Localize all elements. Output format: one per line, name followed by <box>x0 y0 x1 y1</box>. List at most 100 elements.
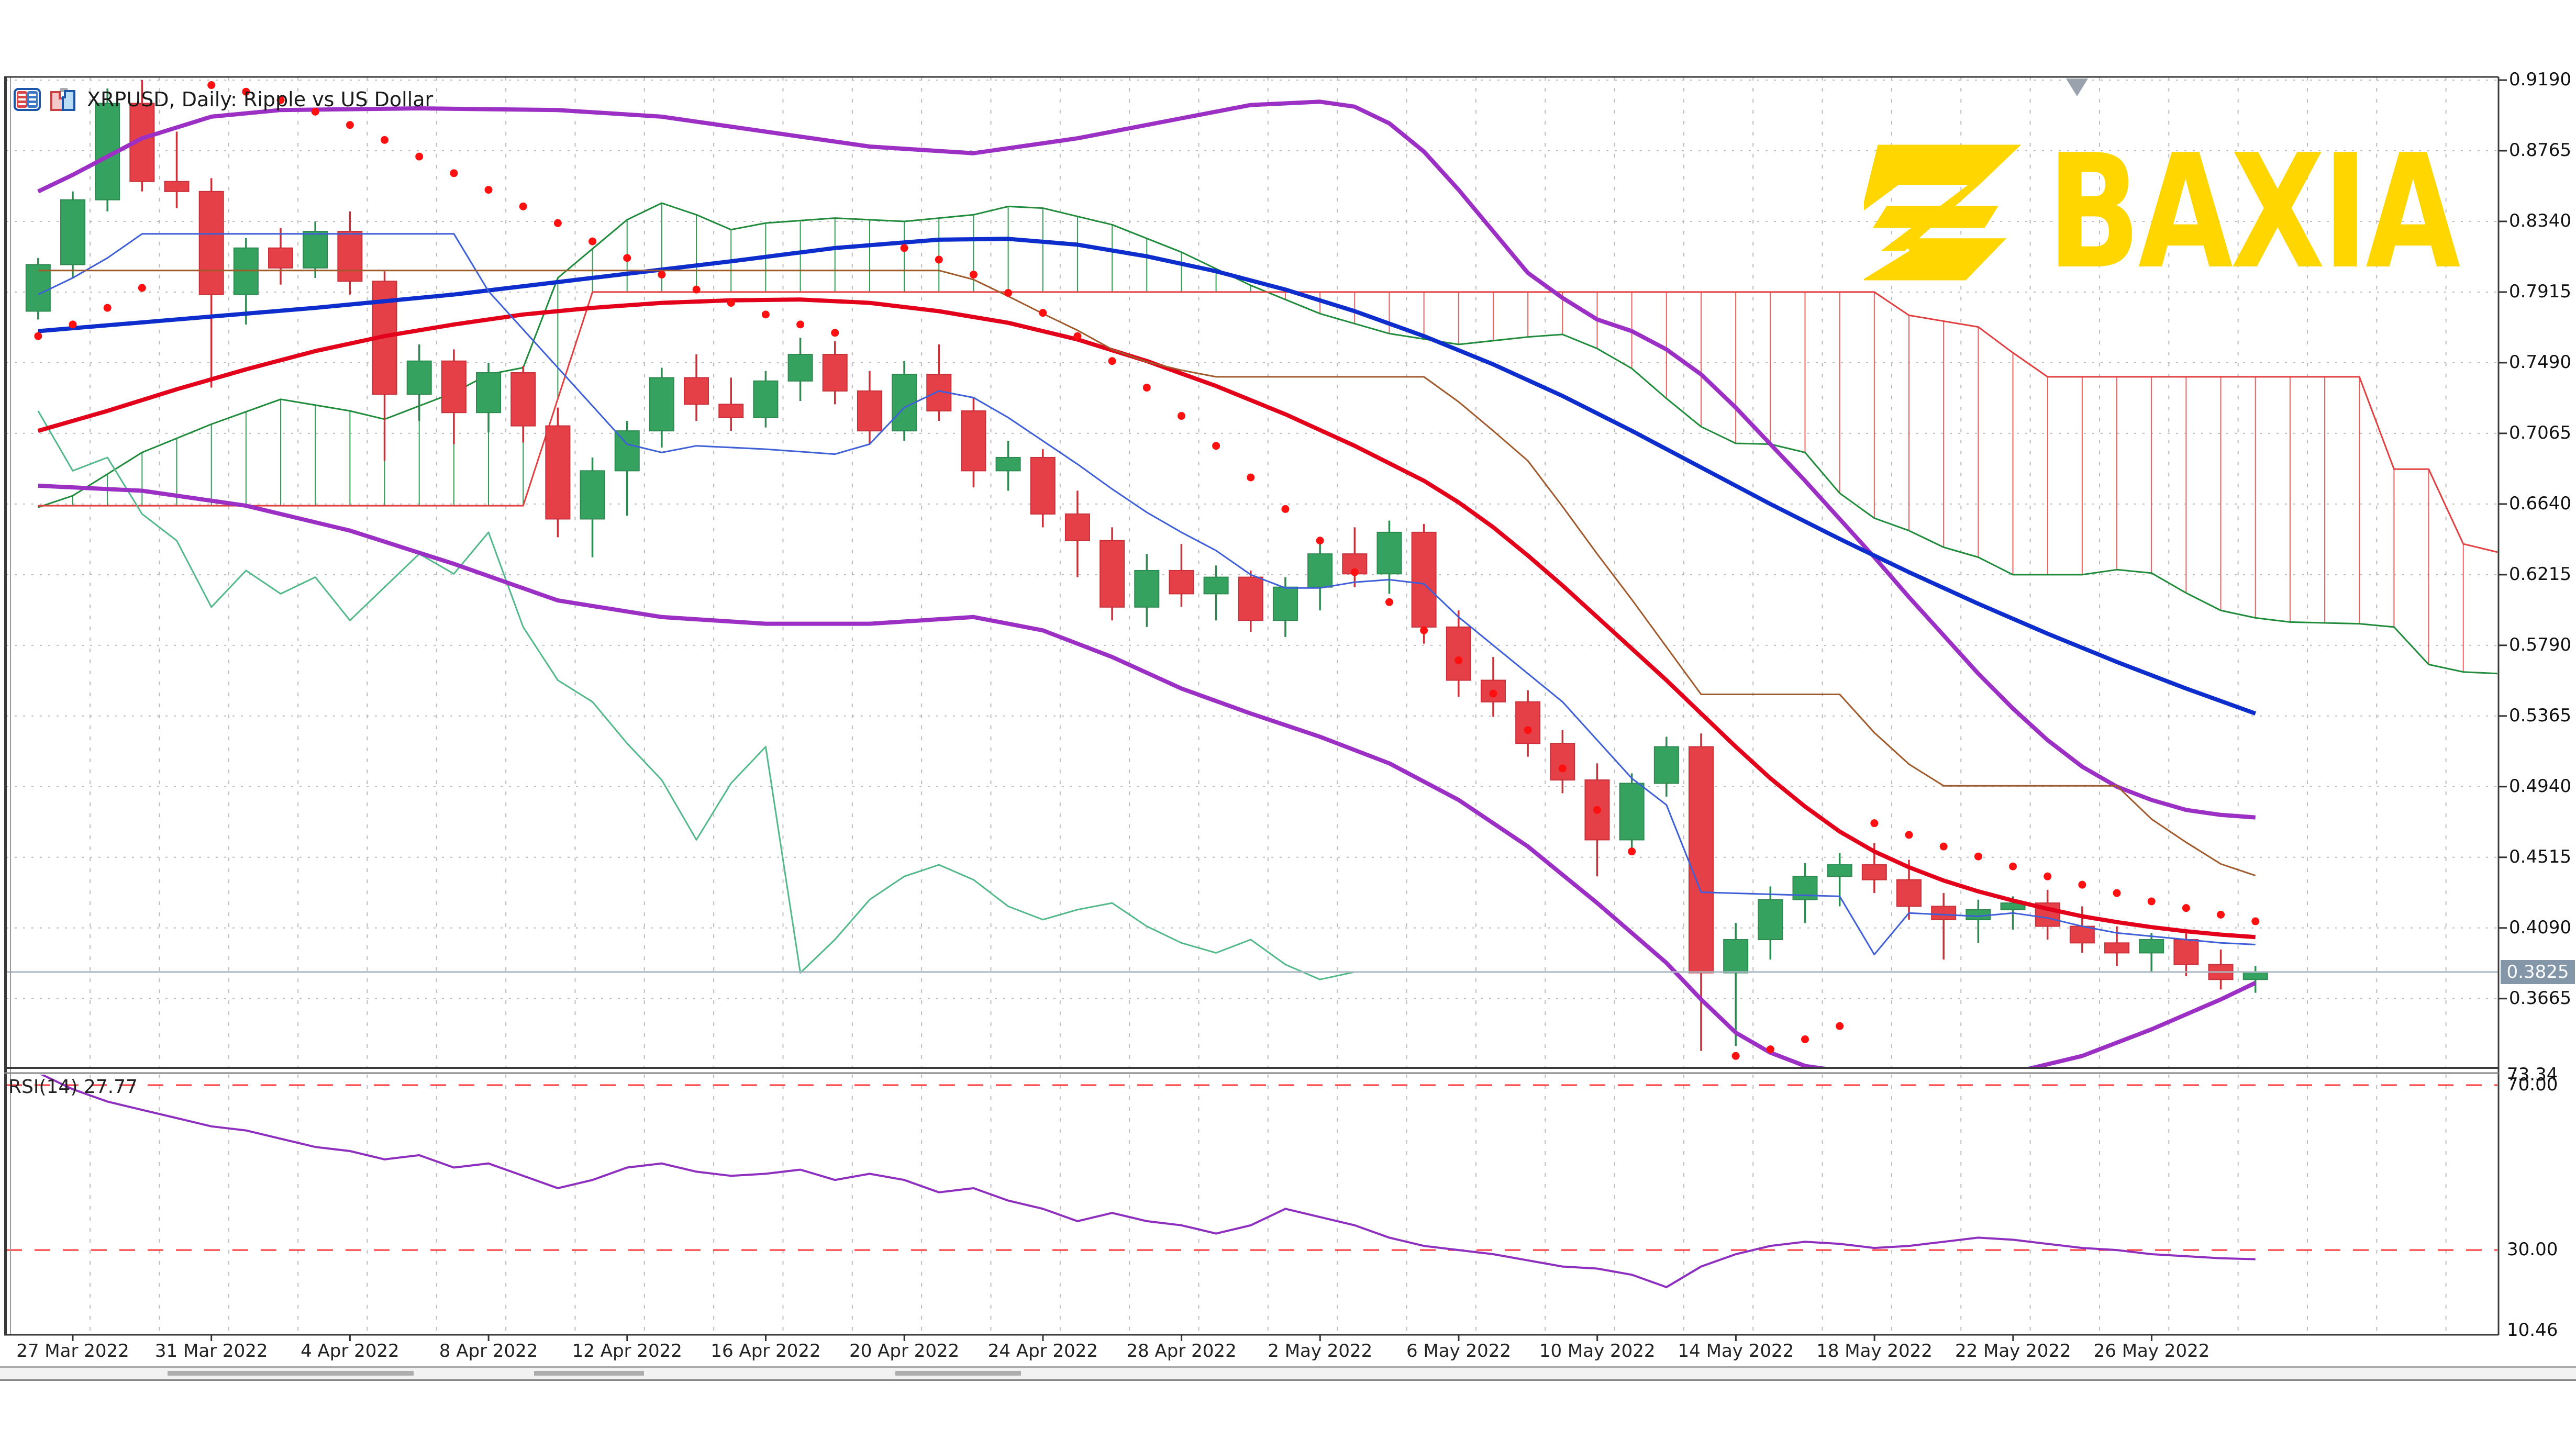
candle-body <box>2173 939 2199 965</box>
sar-dot <box>1073 332 1082 340</box>
sar-dot <box>1489 689 1497 698</box>
candle-body <box>1134 570 1160 608</box>
sar-dot <box>276 96 285 104</box>
depth-of-market-icon[interactable] <box>14 87 41 112</box>
sar-dot <box>553 219 562 227</box>
sar-dot <box>1905 831 1913 839</box>
sar-dot <box>589 237 597 245</box>
sar-dot <box>1281 505 1290 513</box>
candle-body <box>718 404 744 418</box>
candle-body <box>545 425 571 520</box>
sar-dot <box>346 121 354 129</box>
symbol-title: XRPUSD, Daily: Ripple vs US Dollar <box>87 88 434 111</box>
sar-dot <box>2182 904 2190 912</box>
price-axis-label: 0.7065 <box>2509 422 2571 443</box>
candle-body <box>1203 576 1229 595</box>
candle-body <box>961 410 986 472</box>
rsi-indicator-label: RSI(14) 27.77 <box>8 1076 138 1098</box>
chart-pages-icon[interactable] <box>49 87 79 112</box>
sar-dot <box>2009 862 2017 870</box>
date-axis-label: 20 Apr 2022 <box>849 1341 960 1361</box>
candle-body <box>892 374 917 432</box>
sar-dot <box>1593 806 1601 814</box>
rsi-axis-label: 30.00 <box>2507 1239 2558 1260</box>
sar-dot <box>1454 656 1463 664</box>
candle-body <box>406 360 432 395</box>
date-axis-label: 26 May 2022 <box>2093 1341 2210 1361</box>
candle-body <box>2104 942 2130 954</box>
price-axis-label: 0.4940 <box>2509 775 2571 797</box>
date-axis-label: 22 May 2022 <box>1955 1341 2071 1361</box>
main-panel[interactable] <box>6 77 2533 1079</box>
candle-body <box>1861 864 1887 880</box>
sar-dot <box>1385 598 1393 606</box>
candle-body <box>1827 864 1852 877</box>
status-strip-marks <box>895 1371 1021 1376</box>
chart-header: XRPUSD, Daily: Ripple vs US Dollar <box>14 87 433 112</box>
rsi-panel[interactable] <box>6 1073 2499 1335</box>
candle-body <box>1030 456 1056 515</box>
price-axis-label: 0.8340 <box>2509 210 2571 231</box>
candle-body <box>1966 909 1991 920</box>
sar-dot <box>69 320 77 329</box>
sar-dot <box>1974 852 1982 861</box>
candle-body <box>1688 746 1714 974</box>
status-strip-marks <box>168 1371 414 1376</box>
sar-dot <box>2147 897 2156 906</box>
sar-dot <box>519 202 527 210</box>
sar-dot <box>1870 819 1879 828</box>
candle-body <box>2242 971 2268 980</box>
sar-dot <box>761 310 770 319</box>
candle-body <box>1931 906 1957 920</box>
sar-dot <box>623 254 631 262</box>
date-axis-label: 18 May 2022 <box>1816 1341 1933 1361</box>
date-axis-label: 31 Mar 2022 <box>154 1341 268 1361</box>
candle-body <box>995 456 1021 472</box>
candle-body <box>1758 899 1783 940</box>
candle-body <box>1307 553 1333 588</box>
candle-body <box>1272 586 1298 621</box>
price-axis-label: 0.6640 <box>2509 493 2571 514</box>
sar-dot <box>1108 357 1116 365</box>
sar-dot <box>935 255 943 264</box>
date-axis-label: 14 May 2022 <box>1678 1341 1794 1361</box>
sar-dot <box>415 152 424 161</box>
candle-body <box>2000 902 2026 910</box>
candle-body <box>303 231 328 269</box>
candle-body <box>1169 570 1194 595</box>
date-axis-label: 28 Apr 2022 <box>1126 1341 1237 1361</box>
candle-body <box>649 377 674 432</box>
sar-dot <box>1212 442 1220 450</box>
candle-body <box>753 380 779 418</box>
sar-dot <box>692 285 701 294</box>
candle-body <box>787 354 813 382</box>
date-axis-label: 10 May 2022 <box>1539 1341 1656 1361</box>
rsi-axis-label: 10.46 <box>2507 1320 2558 1341</box>
sar-dot <box>2044 872 2052 880</box>
candle-body <box>337 231 363 282</box>
price-axis-label: 0.6215 <box>2509 563 2571 585</box>
price-axis-label: 0.7915 <box>2509 281 2571 302</box>
sar-dot <box>381 136 389 144</box>
candle-body <box>1376 531 1402 575</box>
date-axis-label: 27 Mar 2022 <box>16 1341 129 1361</box>
candle-body <box>198 191 224 295</box>
sar-dot <box>831 329 839 337</box>
date-axis-label: 16 Apr 2022 <box>710 1341 821 1361</box>
candle-body <box>2069 925 2095 944</box>
candle-body <box>2139 939 2164 954</box>
sar-dot <box>103 304 112 312</box>
sar-dot <box>242 87 250 96</box>
sar-dot <box>1420 626 1428 634</box>
sar-dot <box>1247 473 1255 482</box>
price-axis-label: 0.3665 <box>2509 987 2571 1009</box>
sar-dot <box>969 271 978 279</box>
price-axis-label: 0.7490 <box>2509 351 2571 373</box>
candle-body <box>580 470 605 520</box>
sar-dot <box>1558 764 1567 773</box>
candle-body <box>25 264 51 312</box>
sar-dot <box>2078 880 2086 889</box>
sar-dot <box>796 320 805 329</box>
